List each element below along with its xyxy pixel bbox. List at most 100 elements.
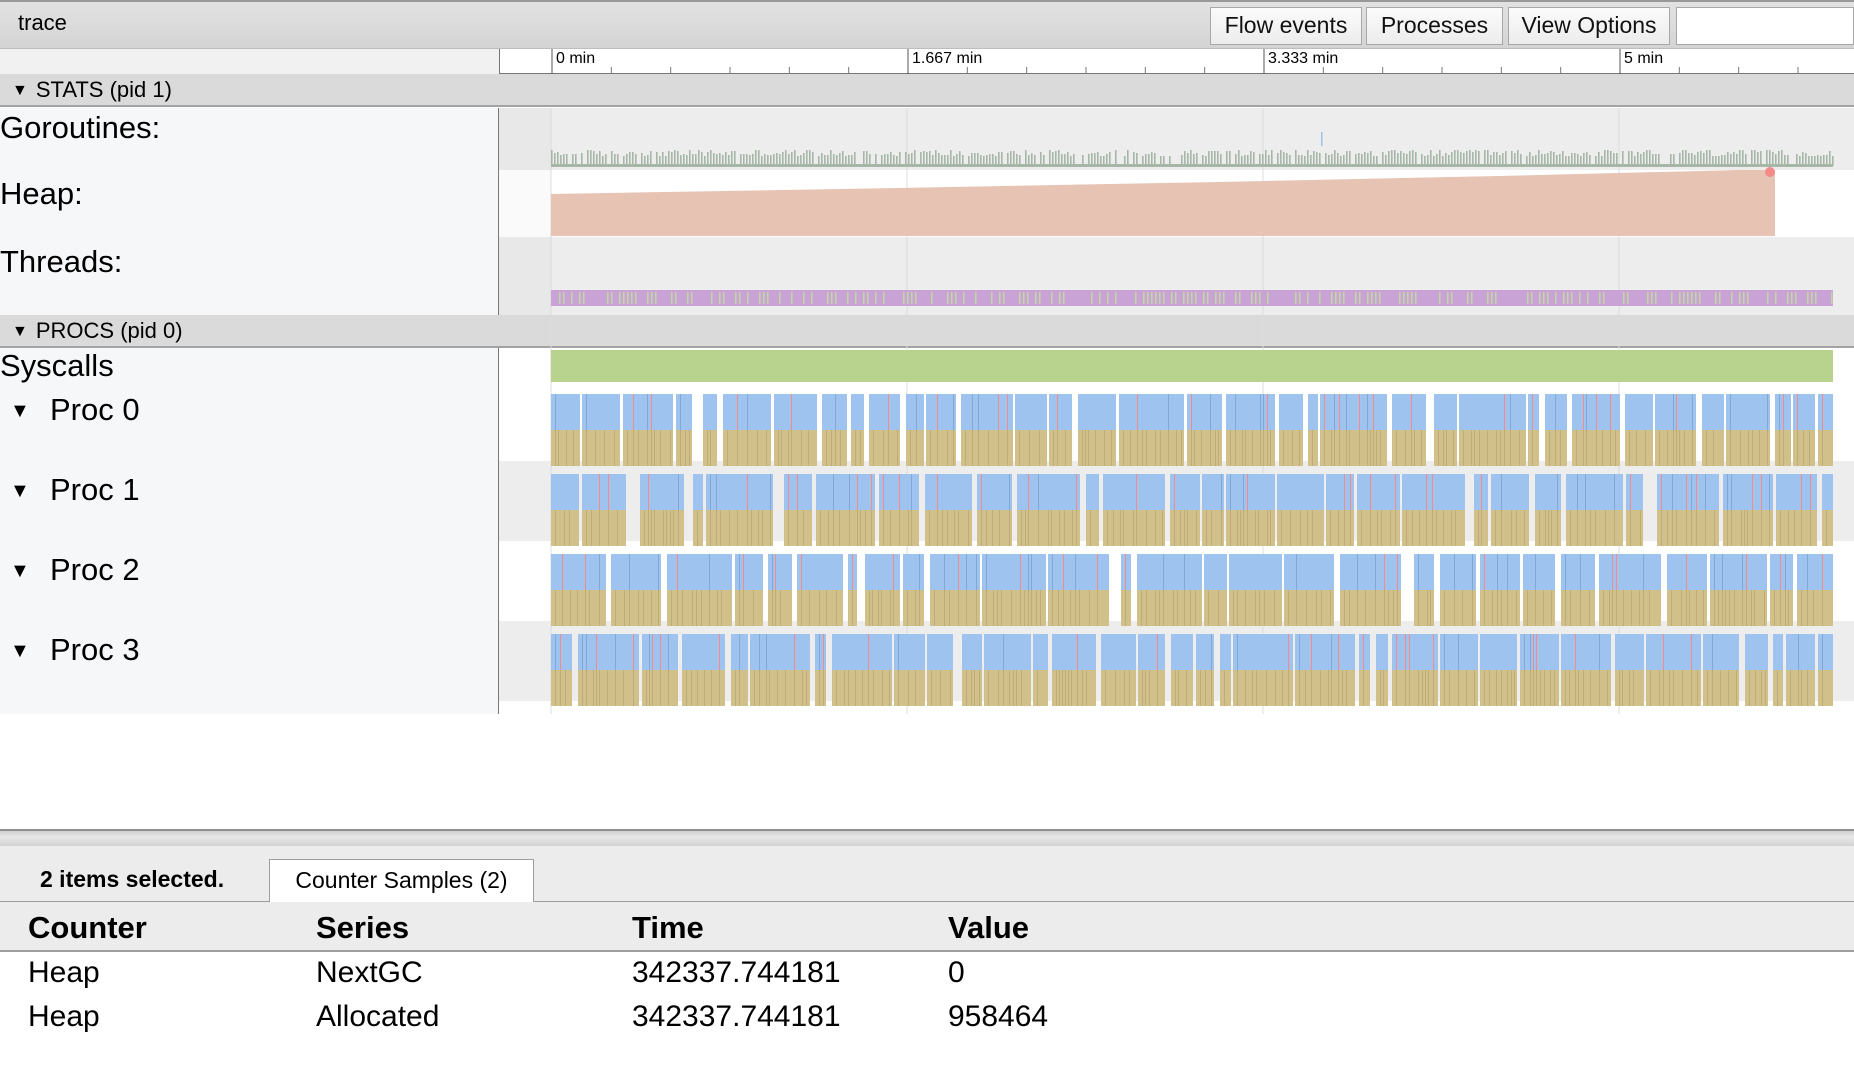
proc-slice-divider (819, 590, 820, 626)
goroutine-bar (1766, 150, 1768, 166)
view-options-button[interactable]: View Options (1508, 7, 1670, 45)
goroutine-bar (1607, 150, 1609, 166)
goroutine-bar (1595, 156, 1597, 166)
proc-1-label[interactable]: ▼ Proc 1 (10, 472, 140, 507)
proc-slice-divider (860, 430, 861, 466)
threads-stripe (779, 292, 781, 304)
proc-marker (1810, 474, 1811, 510)
proc-3-label[interactable]: ▼ Proc 3 (10, 632, 140, 667)
proc-slice-divider (586, 510, 587, 546)
proc-slice-divider (974, 670, 975, 706)
proc-marker (857, 474, 858, 510)
proc-slice-divider (1267, 430, 1268, 466)
proc-slice-divider (1218, 590, 1219, 626)
column-header-value[interactable]: Value (948, 910, 1029, 945)
collapse-triangle-icon[interactable]: ▼ (12, 323, 28, 340)
proc-slice-divider (1765, 670, 1766, 706)
proc-slice-divider (1123, 510, 1124, 546)
proc-marker (1324, 394, 1325, 430)
proc-slice-divider (677, 590, 678, 626)
table-row[interactable]: Heap NextGC 342337.744181 0 (0, 952, 1854, 996)
proc-slice-divider (1565, 670, 1566, 706)
proc-slice-divider (820, 510, 821, 546)
proc-slice-divider (794, 670, 795, 706)
threads-stripe (735, 292, 737, 304)
proc-slice-divider (947, 430, 948, 466)
proc-gc-slice (1137, 590, 1202, 626)
proc-slice-divider (1367, 394, 1368, 430)
goroutine-bar (1562, 151, 1564, 166)
proc-slice-divider (878, 590, 879, 626)
proc-slice-divider (988, 430, 989, 466)
proc-slice-divider (1260, 430, 1261, 466)
proc-slice-divider (1020, 590, 1021, 626)
threads-stripe (951, 292, 953, 304)
proc-slice-divider (873, 430, 874, 466)
threads-stripe (1215, 292, 1217, 304)
proc-slice-divider (1305, 670, 1306, 706)
threads-stripe (1539, 292, 1541, 304)
goroutine-bar (1313, 151, 1315, 166)
group-header-stats[interactable]: ▼ STATS (pid 1) (0, 74, 1854, 107)
goroutine-bar (1820, 156, 1822, 166)
collapse-triangle-icon[interactable]: ▼ (10, 400, 30, 422)
proc-slice-divider (1056, 670, 1057, 706)
search-input[interactable] (1676, 7, 1854, 45)
threads-stripe (571, 292, 573, 304)
processes-button[interactable]: Processes (1366, 7, 1503, 45)
proc-running-slice (1277, 474, 1324, 510)
goroutine-bar (995, 156, 997, 166)
goroutine-bar (1346, 151, 1348, 166)
proc-running-slice (1226, 474, 1275, 510)
column-header-time[interactable]: Time (632, 910, 704, 945)
proc-0-label[interactable]: ▼ Proc 0 (10, 392, 140, 427)
proc-marker (560, 634, 561, 670)
time-ruler[interactable]: 0 min 1.667 min 3.333 min 5 min (499, 49, 1854, 74)
proc-slice-divider (1636, 430, 1637, 466)
proc-running-slice (1392, 394, 1426, 430)
collapse-triangle-icon[interactable]: ▼ (12, 82, 28, 99)
table-row[interactable]: Heap Allocated 342337.744181 958464 (0, 996, 1854, 1040)
proc-slice-divider (555, 430, 556, 466)
column-header-series[interactable]: Series (316, 910, 410, 945)
proc-marker (801, 554, 802, 590)
column-header-counter[interactable]: Counter (28, 910, 147, 945)
goroutine-bar (557, 152, 559, 166)
group-header-procs[interactable]: ▼ PROCS (pid 0) (0, 315, 1854, 348)
goroutine-bar (1190, 150, 1192, 166)
goroutine-bar (1283, 152, 1285, 166)
proc-2-label[interactable]: ▼ Proc 2 (10, 552, 140, 587)
proc-running-slice (1226, 394, 1275, 430)
proc-marker (1481, 474, 1482, 510)
flow-events-button[interactable]: Flow events (1210, 7, 1362, 45)
tab-counter-samples[interactable]: Counter Samples (2) (269, 859, 534, 902)
threads-stripe (1715, 292, 1717, 304)
collapse-triangle-icon[interactable]: ▼ (10, 640, 30, 662)
proc-marker (888, 394, 889, 430)
proc-slice-divider (1062, 670, 1063, 706)
proc-running-slice (1657, 474, 1719, 510)
goroutine-bar (1439, 150, 1441, 166)
threads-stripe (1739, 292, 1741, 304)
proc-slice-divider (589, 590, 590, 626)
goroutine-bar (602, 156, 604, 166)
proc-slice-divider (911, 474, 912, 510)
goroutine-bar (791, 152, 793, 166)
collapse-triangle-icon[interactable]: ▼ (10, 480, 30, 502)
proc-slice-divider (555, 394, 556, 430)
timeline-canvas[interactable] (499, 108, 1854, 714)
proc-slice-divider (1779, 394, 1780, 430)
goroutine-bar (707, 152, 709, 166)
proc-slice-divider (1471, 430, 1472, 466)
proc-slice-divider (966, 554, 967, 590)
goroutine-bar (1559, 154, 1561, 166)
proc-slice-divider (633, 670, 634, 706)
panel-resize-handle[interactable] (0, 829, 1854, 846)
proc-marker (1761, 474, 1762, 510)
goroutine-bar (1409, 151, 1411, 166)
threads-stripe (763, 292, 765, 304)
proc-slice-divider (1380, 430, 1381, 466)
proc-slice-divider (1237, 634, 1238, 670)
collapse-triangle-icon[interactable]: ▼ (10, 560, 30, 582)
goroutine-bar (830, 150, 832, 166)
